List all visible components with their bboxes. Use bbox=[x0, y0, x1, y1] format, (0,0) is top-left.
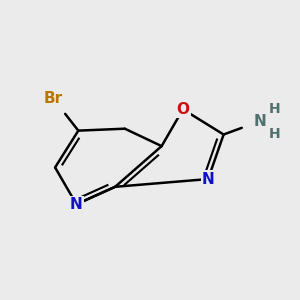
Text: Br: Br bbox=[44, 91, 63, 106]
Text: O: O bbox=[176, 102, 189, 117]
Text: N: N bbox=[254, 114, 266, 129]
Text: N: N bbox=[70, 197, 83, 212]
Text: H: H bbox=[269, 127, 280, 140]
Text: H: H bbox=[269, 102, 280, 116]
Text: N: N bbox=[202, 172, 214, 187]
